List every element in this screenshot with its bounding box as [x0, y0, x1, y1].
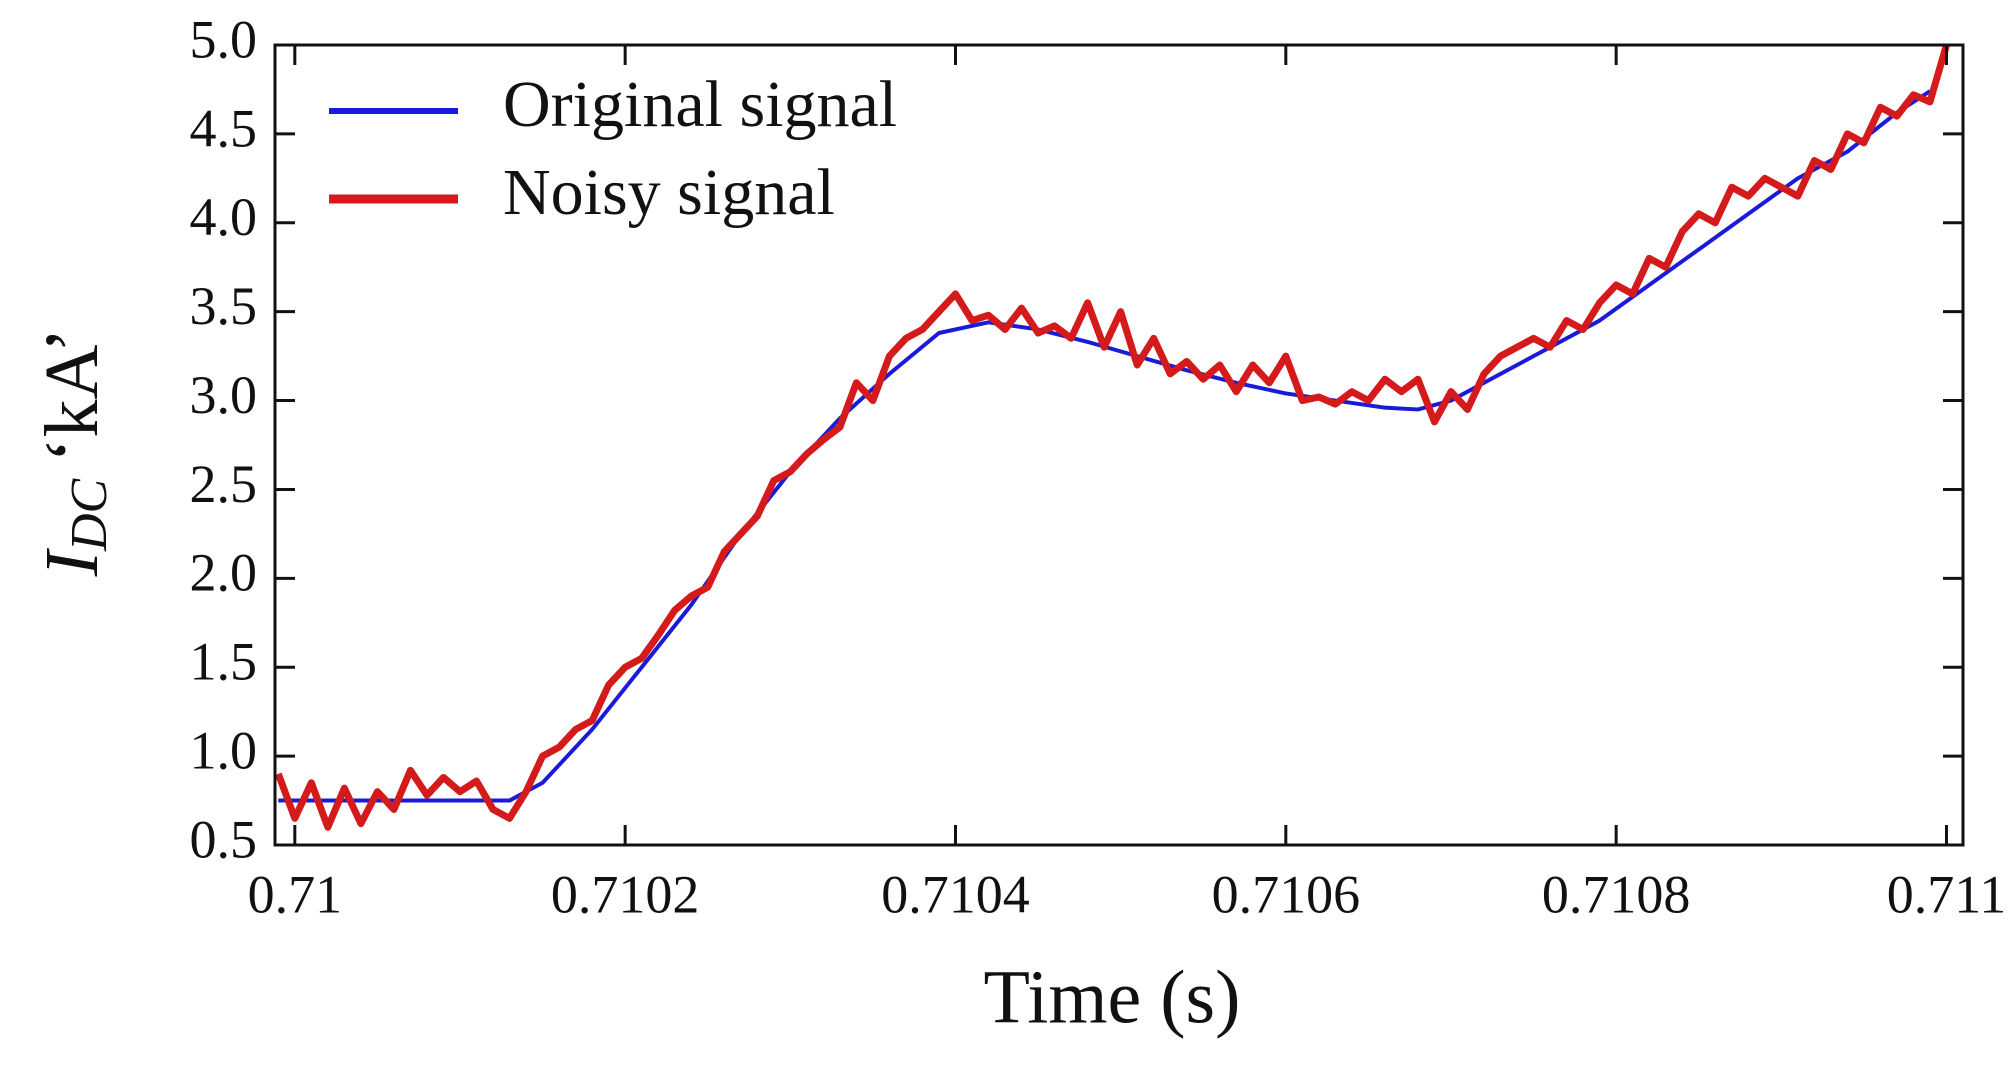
y-tick-label: 3.5: [190, 276, 258, 336]
x-tick-label: 0.7104: [881, 864, 1030, 924]
y-tick-label: 3.0: [190, 365, 258, 425]
x-tick-label: 0.71: [248, 864, 343, 924]
data-line: [275, 44, 1950, 831]
y-tick-label: 4.0: [190, 187, 258, 247]
y-label-unit: ‘kA’: [30, 328, 114, 463]
y-label-sub: DC: [61, 477, 118, 552]
x-tick-label: 0.7106: [1212, 864, 1361, 924]
x-axis-label: Time (s): [984, 955, 1241, 1039]
y-tick-label: 5.0: [190, 9, 258, 69]
x-tick-label: 0.7108: [1542, 864, 1691, 924]
y-tick-label: 1.5: [190, 632, 258, 692]
x-tick-label: 0.711: [1887, 864, 2007, 924]
plot-frame: [273, 43, 1965, 847]
y-tick-label: 1.0: [190, 721, 258, 781]
y-tick-label: 2.5: [190, 454, 258, 514]
x-tick-label: 0.7102: [551, 864, 700, 924]
y-tick-label: 2.0: [190, 543, 258, 603]
legend-label: Original signal: [503, 68, 897, 141]
y-label-main: I: [30, 547, 114, 577]
y-axis-label: IDC ‘kA’: [30, 328, 118, 578]
y-tick-label: 4.5: [190, 98, 258, 158]
legend-label: Noisy signal: [503, 156, 835, 229]
y-tick-label: 0.5: [190, 809, 258, 869]
